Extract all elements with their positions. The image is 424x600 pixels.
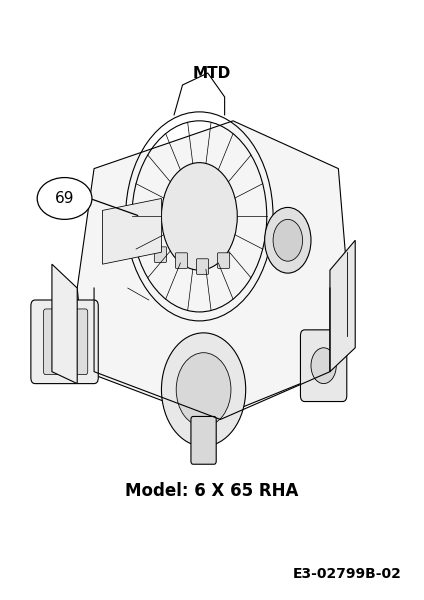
- PathPatch shape: [103, 199, 162, 264]
- PathPatch shape: [52, 264, 77, 383]
- Ellipse shape: [37, 178, 92, 220]
- FancyBboxPatch shape: [44, 309, 58, 374]
- FancyBboxPatch shape: [196, 259, 209, 274]
- FancyBboxPatch shape: [31, 300, 98, 383]
- Ellipse shape: [176, 353, 231, 427]
- Ellipse shape: [162, 333, 245, 446]
- FancyBboxPatch shape: [301, 330, 347, 401]
- PathPatch shape: [330, 240, 355, 371]
- Text: MTD: MTD: [193, 65, 231, 80]
- Circle shape: [162, 163, 237, 270]
- Text: Model: 6 X 65 RHA: Model: 6 X 65 RHA: [126, 482, 298, 500]
- FancyBboxPatch shape: [58, 309, 73, 374]
- PathPatch shape: [77, 121, 347, 419]
- Text: E3-02799B-02: E3-02799B-02: [293, 566, 402, 581]
- FancyBboxPatch shape: [176, 253, 187, 268]
- FancyBboxPatch shape: [73, 309, 88, 374]
- Circle shape: [311, 348, 336, 383]
- FancyBboxPatch shape: [191, 416, 216, 464]
- Text: 69: 69: [55, 191, 74, 206]
- FancyBboxPatch shape: [154, 247, 167, 262]
- Circle shape: [273, 220, 303, 261]
- Circle shape: [265, 208, 311, 273]
- FancyBboxPatch shape: [218, 253, 230, 268]
